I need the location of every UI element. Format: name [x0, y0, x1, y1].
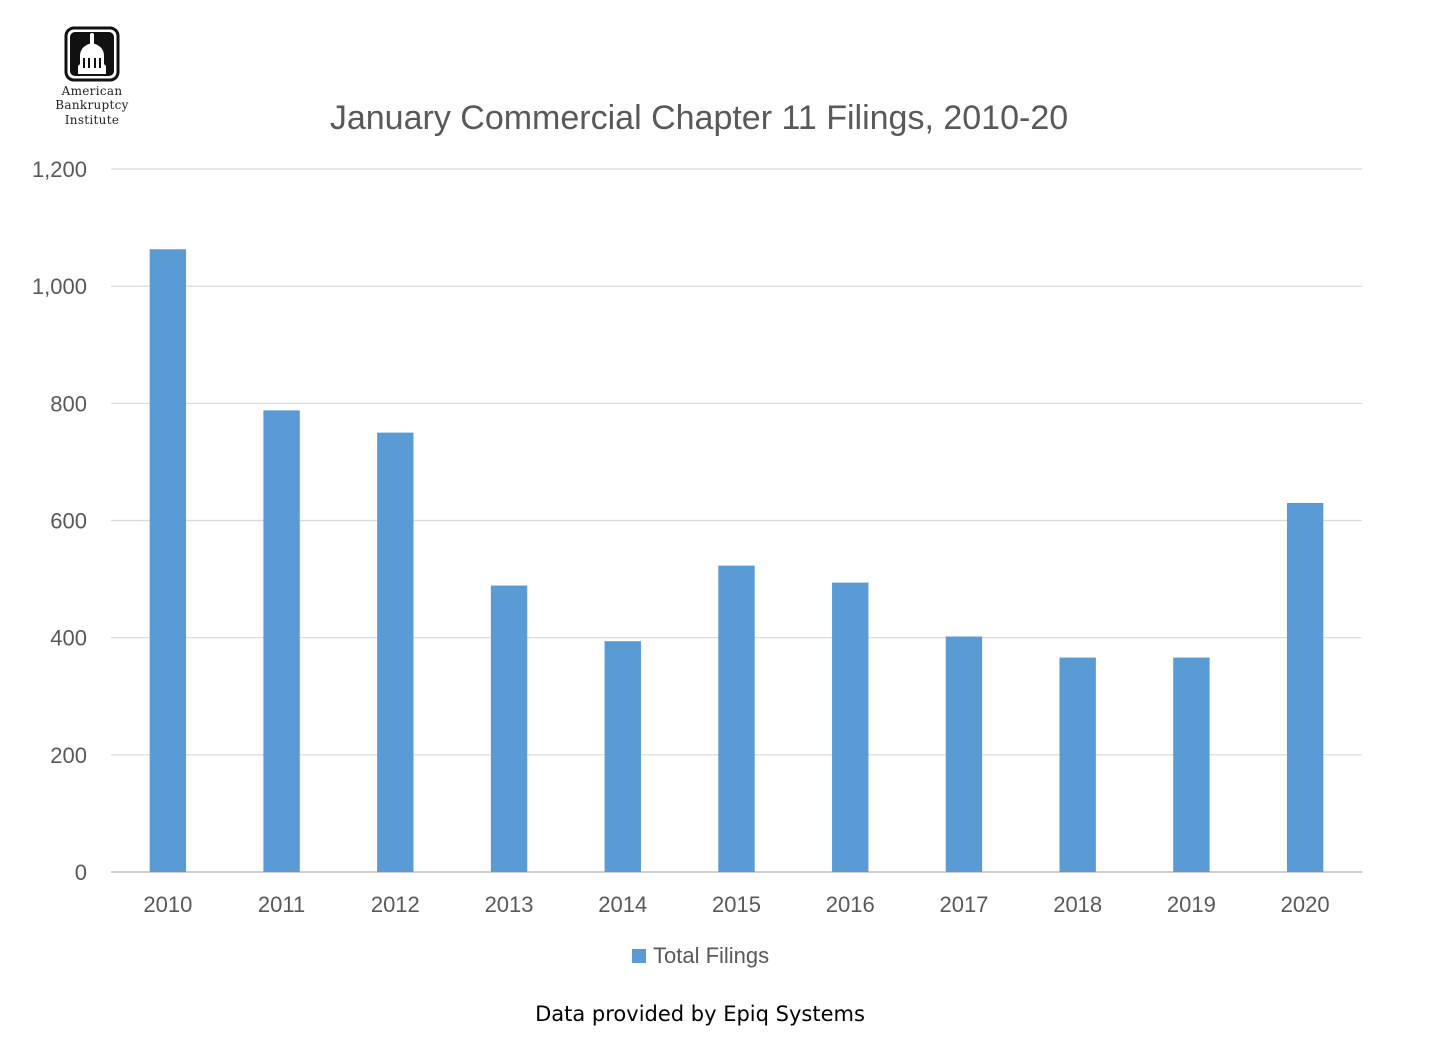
- x-tick-label: 2016: [826, 892, 875, 917]
- y-tick-label: 1,200: [32, 157, 87, 182]
- bar-2016: [832, 582, 869, 872]
- logo-text-line: Bankruptcy: [55, 98, 129, 112]
- x-tick-label: 2013: [485, 892, 534, 917]
- bar-2010: [149, 249, 187, 873]
- x-tick-label: 2019: [1167, 892, 1216, 917]
- chart-title: January Commercial Chapter 11 Filings, 2…: [330, 99, 1068, 137]
- y-tick-label: 600: [50, 509, 87, 534]
- bar-chart: January Commercial Chapter 11 Filings, 2…: [32, 99, 1362, 968]
- y-tick-label: 800: [50, 391, 87, 416]
- x-tick-label: 2011: [258, 892, 305, 917]
- x-tick-label: 2018: [1053, 892, 1102, 917]
- bar-2015: [718, 565, 755, 872]
- x-tick-label: 2014: [598, 892, 647, 917]
- legend-label: Total Filings: [653, 943, 769, 968]
- x-tick-label: 2020: [1281, 892, 1330, 917]
- capitol-dome-logo-icon: [64, 26, 120, 82]
- bar-2018: [1059, 657, 1096, 872]
- x-axis-tick-labels: 2010 2011 2012 2013 2014 2015 2016 2017 2018 2019…: [143, 892, 1329, 917]
- y-axis-tick-labels: 0 200 400 600 800 1,000 1,200: [32, 157, 87, 885]
- x-tick-label: 2012: [371, 892, 420, 917]
- bar-2012: [377, 432, 414, 872]
- x-tick-label: 2010: [143, 892, 192, 917]
- bars: [149, 249, 1324, 873]
- logo-text-line: Institute: [64, 113, 120, 127]
- y-tick-label: 400: [50, 626, 87, 651]
- y-tick-label: 0: [75, 860, 87, 885]
- y-tick-label: 1,000: [32, 274, 87, 299]
- bar-2017: [945, 636, 983, 872]
- abi-logo: American Bankruptcy Institute: [30, 22, 154, 132]
- bar-2011: [263, 410, 300, 872]
- bar-2014: [604, 641, 641, 872]
- x-tick-label: 2017: [939, 892, 988, 917]
- logo-text-line: American: [61, 84, 123, 98]
- y-tick-label: 200: [50, 743, 87, 768]
- bar-2019: [1173, 657, 1210, 872]
- x-tick-label: 2015: [712, 892, 761, 917]
- bar-2020: [1286, 502, 1324, 872]
- data-source-note: Data provided by Epiq Systems: [535, 1002, 865, 1026]
- legend-swatch: [632, 949, 646, 963]
- bar-2013: [490, 585, 528, 872]
- legend: Total Filings: [632, 943, 769, 968]
